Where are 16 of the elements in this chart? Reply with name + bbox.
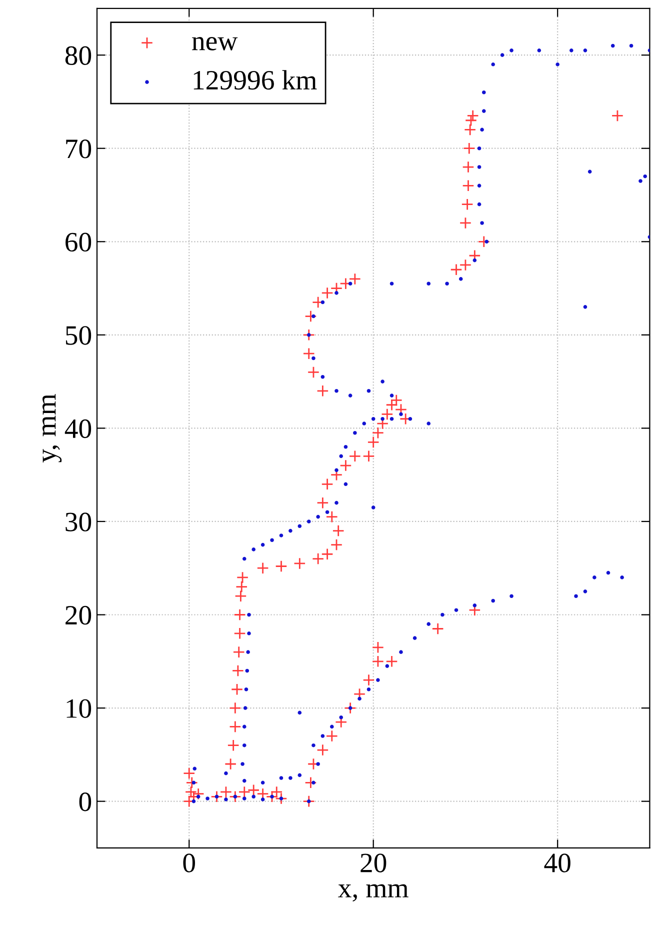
y-tick-label: 70 bbox=[66, 140, 92, 158]
y-tick-label: 80 bbox=[65, 46, 92, 65]
y-tick-label: 40 bbox=[64, 419, 92, 438]
legend-label: new bbox=[192, 37, 238, 50]
y-tick-label: 60 bbox=[66, 232, 92, 252]
y-tick-label: 30 bbox=[66, 512, 92, 532]
y-axis-title: y, mm bbox=[42, 394, 62, 462]
x-axis-title: x, mm bbox=[338, 884, 408, 902]
y-tick-label: 0 bbox=[79, 792, 92, 812]
y-tick-label: 20 bbox=[66, 606, 92, 625]
y-tick-label: 50 bbox=[66, 326, 92, 345]
x-tick-label: 20 bbox=[360, 854, 386, 872]
x-tick-label: 0 bbox=[183, 854, 195, 872]
legend-label: 129996 km bbox=[194, 70, 317, 90]
x-tick-label: 40 bbox=[544, 854, 570, 872]
y-tick-label: 10 bbox=[66, 699, 92, 718]
